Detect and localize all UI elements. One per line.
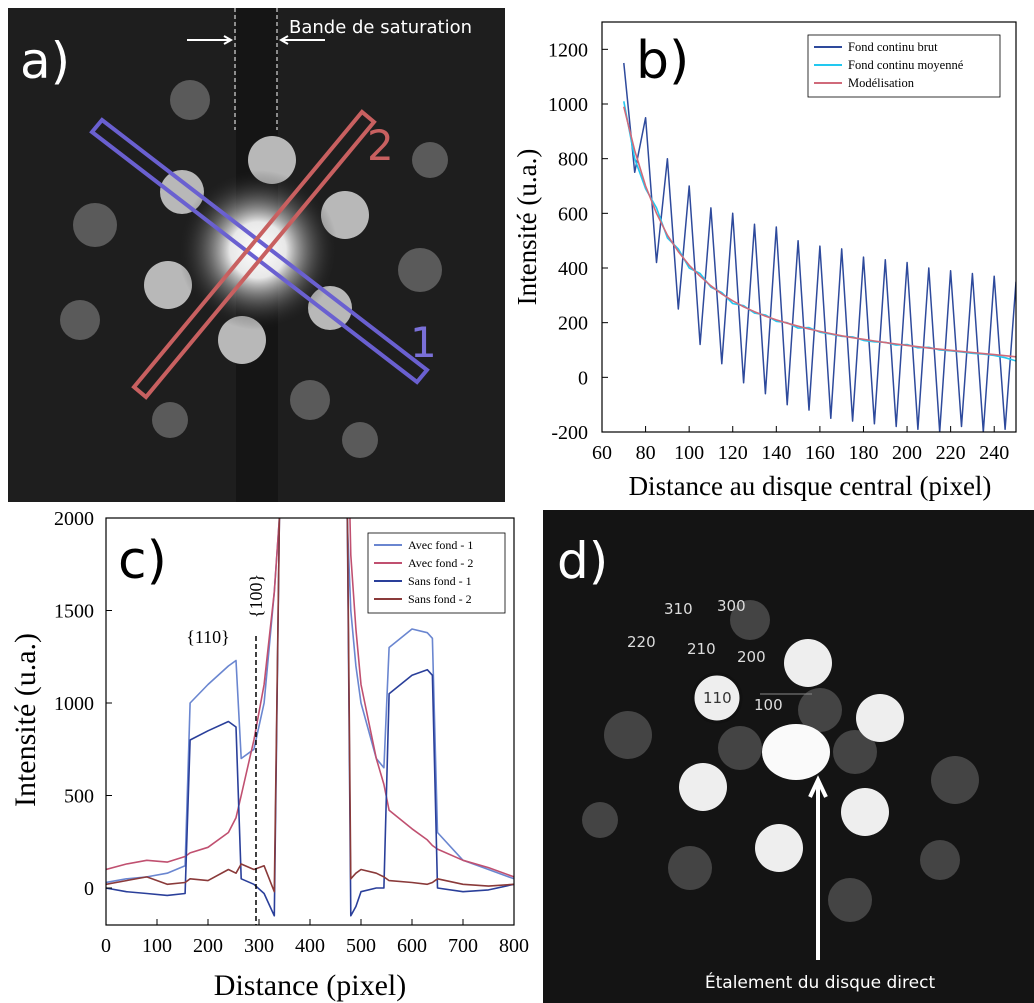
arrow: [808, 775, 828, 960]
x-tick-label: 80: [636, 442, 656, 464]
axes-frame: [601, 21, 1017, 433]
x-tick-label: 100: [674, 442, 704, 464]
y-tick-label: 200: [558, 313, 588, 335]
faint-spots: [60, 80, 448, 458]
spot-label: 100: [754, 696, 783, 714]
x-tick-label: 60: [592, 442, 612, 464]
panel-a: [8, 8, 505, 502]
spot-label: 220: [627, 633, 656, 651]
series-line: [106, 518, 514, 878]
legend-label: Modélisation: [848, 76, 915, 90]
faint-spots: [582, 600, 979, 922]
annotation: {110}: [186, 627, 230, 647]
bright-spots: [679, 639, 904, 872]
x-tick-label: 200: [193, 935, 223, 957]
series-line: [623, 106, 1016, 358]
y-axis-label: Intensité (u.a.): [9, 633, 42, 807]
y-tick-label: 2000: [54, 508, 94, 530]
x-tick-label: 500: [346, 935, 376, 957]
legend-label: Avec fond - 2: [408, 556, 473, 570]
x-axis-label: Distance au disque central (pixel): [629, 471, 992, 501]
box-label: 2: [367, 121, 394, 170]
plot-area: [623, 62, 1016, 432]
plot-area: [106, 518, 514, 917]
x-tick-label: 700: [448, 935, 478, 957]
bright-spots: [144, 136, 369, 364]
band-arrows: [187, 35, 325, 45]
x-tick-label: 0: [101, 935, 111, 957]
series-line: [623, 101, 1016, 362]
y-tick-label: 1200: [548, 39, 588, 61]
direct-disk: [762, 724, 830, 780]
spot-label: 200: [737, 648, 766, 666]
series-line: [106, 518, 514, 884]
profile-box-1: [89, 117, 430, 385]
x-tick-label: 300: [244, 935, 274, 957]
x-tick-label: 160: [805, 442, 835, 464]
series-line: [106, 518, 514, 893]
y-tick-label: 800: [558, 149, 588, 171]
spot-label: 110: [703, 689, 732, 707]
y-tick-label: 1000: [548, 94, 588, 116]
annotation: Bande de saturation: [289, 17, 472, 38]
y-tick-label: 500: [64, 786, 94, 808]
profile-box-2: [131, 109, 377, 400]
series-line: [106, 518, 514, 917]
legend-label: Fond continu brut: [848, 40, 938, 54]
legend-label: Sans fond - 2: [408, 592, 472, 606]
panel-label: c): [118, 531, 167, 591]
y-tick-label: -200: [551, 422, 588, 444]
x-tick-label: 180: [848, 442, 878, 464]
legend-label: Sans fond - 1: [408, 574, 472, 588]
annotation: Étalement du disque direct: [705, 971, 936, 993]
x-tick-label: 600: [397, 935, 427, 957]
panel-d: [543, 510, 1034, 1003]
box-label: 1: [410, 318, 437, 367]
legend-label: Fond continu moyenné: [848, 58, 964, 72]
x-tick-label: 800: [499, 935, 529, 957]
x-tick-label: 220: [936, 442, 966, 464]
x-tick-label: 120: [718, 442, 748, 464]
y-tick-label: 400: [558, 258, 588, 280]
panel-label: d): [557, 532, 608, 590]
x-tick-label: 400: [295, 935, 325, 957]
series-line: [623, 62, 1016, 432]
chart: 0 100 200 300 400 500 600 700 800 0 500 1000 1500 200…: [9, 508, 529, 1002]
y-tick-label: 1000: [54, 693, 94, 715]
y-axis-label: Intensité (u.a.): [512, 149, 542, 306]
panel-label: a): [20, 32, 70, 90]
y-tick-label: 600: [558, 203, 588, 225]
x-tick-label: 140: [761, 442, 791, 464]
x-tick-label: 200: [892, 442, 922, 464]
spot-label: 210: [687, 640, 716, 658]
x-tick-label: 100: [142, 935, 172, 957]
spot-label: 300: [717, 597, 746, 615]
annotation: {100}: [246, 574, 266, 618]
legend-label: Avec fond - 1: [408, 538, 473, 552]
spot-label: 310: [664, 600, 693, 618]
y-tick-label: 0: [578, 367, 588, 389]
y-tick-label: 1500: [54, 601, 94, 623]
y-tick-label: 0: [84, 878, 94, 900]
chart: 60 80 100 120 140 160 180 200 220 240 -200 0 200 400 6…: [512, 21, 1017, 501]
x-axis-label: Distance (pixel): [214, 969, 406, 1002]
x-tick-label: 240: [979, 442, 1009, 464]
spot-labels: 310 300 220 210 200 110 100: [627, 597, 783, 714]
panel-label: b): [636, 31, 689, 91]
